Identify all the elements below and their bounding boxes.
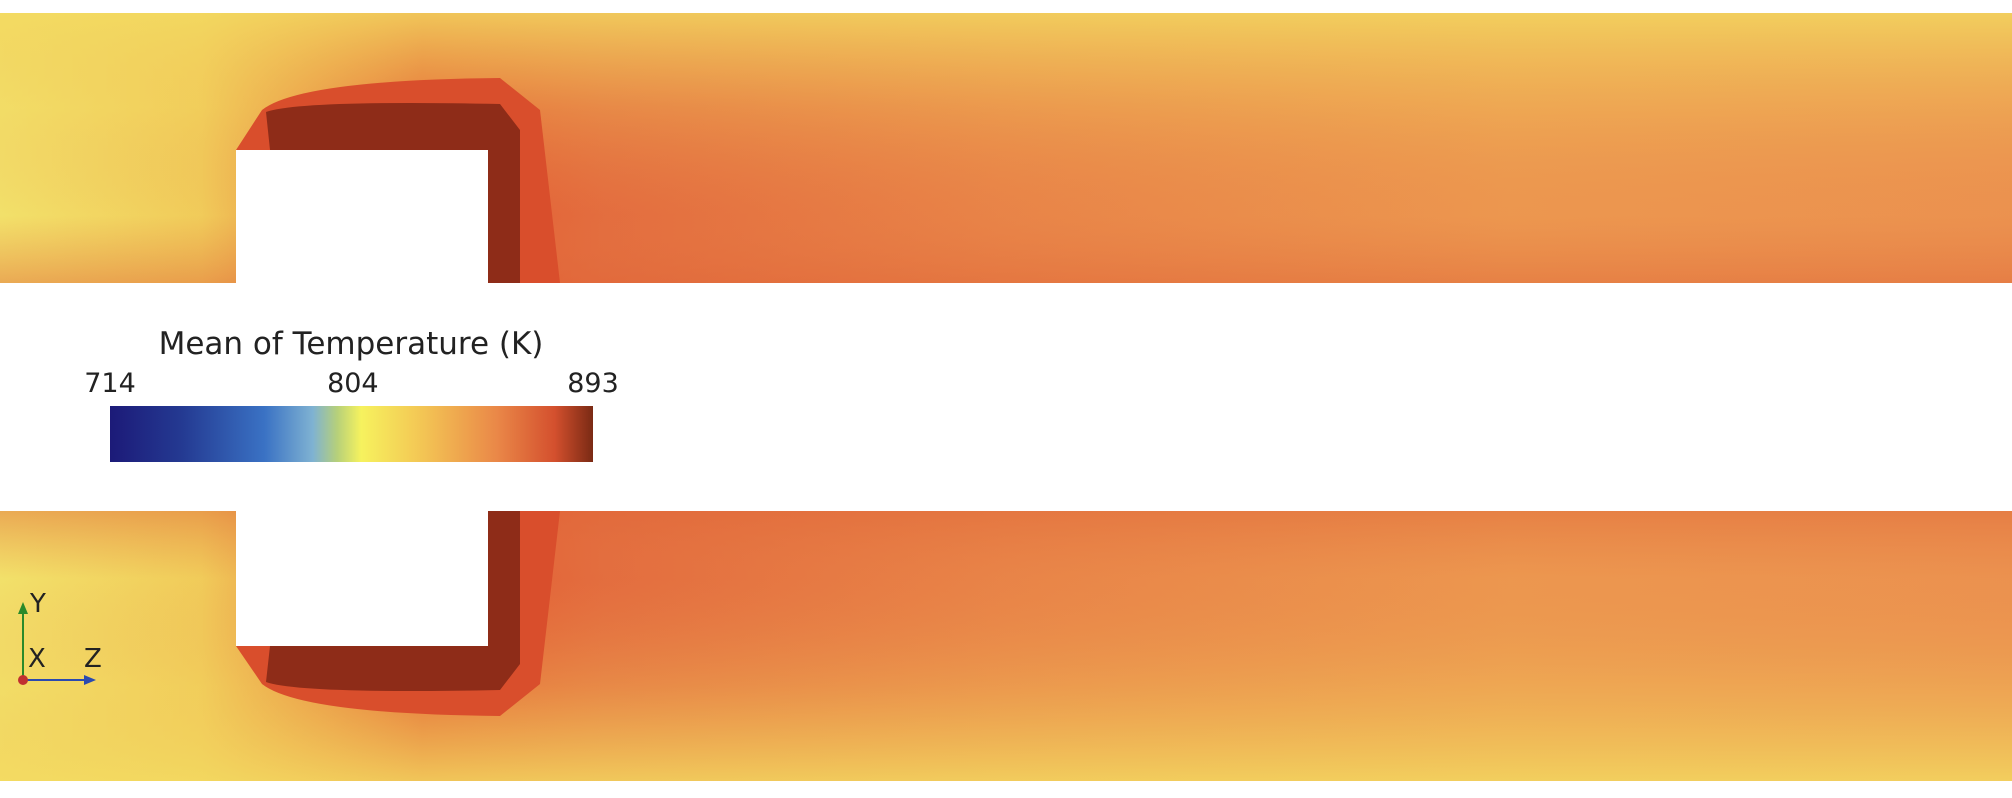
triad-x-label: X	[28, 644, 46, 674]
colorbar-tick-label: 714	[84, 368, 136, 399]
legend: Mean of Temperature (K) 714 804 893	[84, 326, 619, 462]
colorbar	[110, 406, 593, 462]
legend-title: Mean of Temperature (K)	[159, 326, 544, 362]
upper-field	[0, 13, 2012, 284]
lower-field	[0, 510, 2012, 781]
triad-z-label: Z	[84, 644, 102, 674]
triad-y-label: Y	[29, 589, 46, 619]
colorbar-tick-label: 893	[567, 368, 619, 399]
colorbar-tick-label: 804	[327, 368, 379, 399]
axis-triad: Y X Z	[18, 589, 102, 685]
